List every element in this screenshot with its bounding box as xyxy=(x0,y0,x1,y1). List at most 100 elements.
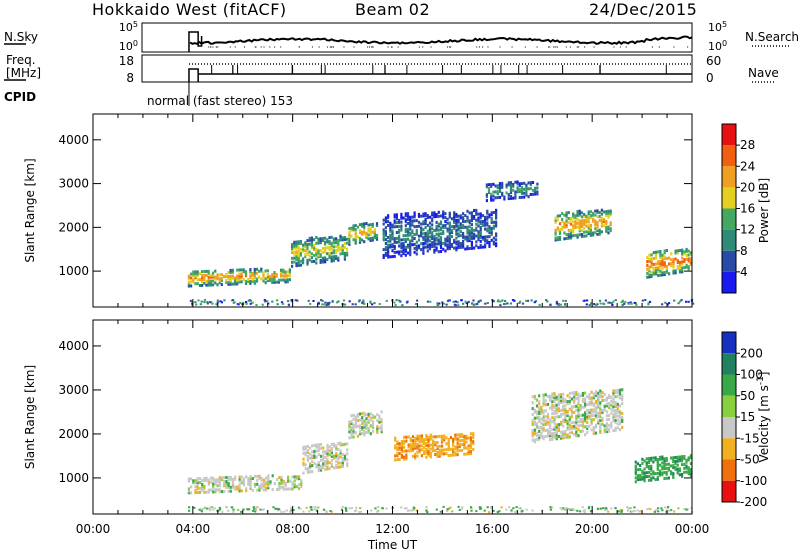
echo-cell xyxy=(319,241,322,245)
echo-cell xyxy=(569,236,573,240)
echo-cell xyxy=(398,228,401,232)
echo-cell xyxy=(588,416,591,420)
echo-cell xyxy=(470,215,473,219)
echo-cell xyxy=(561,225,564,229)
echo-cell xyxy=(562,398,565,402)
echo-cell xyxy=(426,235,429,239)
echo-cell xyxy=(562,408,565,412)
echo-cell xyxy=(437,250,440,254)
echo-cell xyxy=(214,269,217,273)
echo-cell xyxy=(607,213,610,217)
echo-cell xyxy=(406,227,410,231)
echo-cell xyxy=(618,388,622,392)
ground-scatter-cell xyxy=(467,300,470,303)
echo-cell xyxy=(586,430,589,434)
echo-cell xyxy=(681,266,684,270)
echo-cell xyxy=(435,226,438,230)
echo-cell xyxy=(376,429,379,432)
echo-cell xyxy=(393,215,396,219)
echo-cell xyxy=(416,450,419,454)
echo-cell xyxy=(220,273,223,277)
echo-cell xyxy=(278,483,281,487)
echo-cell xyxy=(409,253,412,257)
echo-cell xyxy=(422,236,425,240)
echo-cell xyxy=(394,438,397,442)
echo-cell xyxy=(546,432,550,436)
echo-cell xyxy=(371,224,374,228)
echo-cell xyxy=(306,247,309,250)
echo-cell xyxy=(343,253,346,257)
echo-cell xyxy=(468,219,471,223)
echo-cell xyxy=(367,426,370,430)
echo-cell xyxy=(414,436,417,440)
echo-cell xyxy=(479,236,482,239)
echo-cell xyxy=(422,242,425,245)
echo-cell xyxy=(540,407,543,411)
echo-cell xyxy=(533,394,536,398)
echo-cell xyxy=(538,402,541,406)
echo-cell xyxy=(495,208,498,212)
echo-cell xyxy=(404,224,407,228)
echo-cell xyxy=(400,442,403,445)
echo-cell xyxy=(337,455,340,459)
echo-cell xyxy=(609,209,612,213)
echo-cell xyxy=(207,271,210,275)
echo-cell xyxy=(238,276,241,280)
echo-cell xyxy=(319,255,322,258)
echo-cell xyxy=(609,223,612,227)
echo-cell xyxy=(433,213,436,217)
echo-cell xyxy=(462,241,465,245)
echo-cell xyxy=(592,392,595,396)
echo-cell xyxy=(196,487,199,490)
echo-cell xyxy=(575,408,578,412)
echo-cell xyxy=(335,251,338,254)
echo-cell xyxy=(556,214,559,218)
echo-cell xyxy=(337,240,340,244)
echo-cell xyxy=(352,425,355,429)
echo-cell xyxy=(487,191,491,194)
echo-cell xyxy=(214,275,217,279)
echo-cell xyxy=(255,271,259,275)
echo-cell xyxy=(387,220,390,224)
echo-cell xyxy=(585,218,588,222)
ground-scatter-cell xyxy=(350,507,353,510)
echo-cell xyxy=(203,277,206,281)
echo-cell xyxy=(600,216,603,220)
echo-cell xyxy=(544,429,547,432)
cpid-text: normal (fast stereo) 153 xyxy=(147,94,294,108)
echo-cell xyxy=(322,464,325,468)
echo-cell xyxy=(310,260,313,264)
ground-scatter-cell xyxy=(557,304,560,307)
ground-scatter-cell xyxy=(331,300,334,302)
colorbar-tick-label: 100 xyxy=(740,368,763,382)
echo-cell xyxy=(496,192,499,196)
echo-cell xyxy=(641,469,644,473)
echo-cell xyxy=(672,271,675,275)
echo-cell xyxy=(405,449,408,453)
echo-cell xyxy=(418,438,421,442)
echo-cell xyxy=(428,235,432,239)
echo-cell xyxy=(420,448,423,452)
ground-scatter-cell xyxy=(245,302,248,305)
ground-scatter-cell xyxy=(465,302,468,305)
echo-cell xyxy=(575,414,578,418)
echo-cell xyxy=(533,440,536,444)
echo-cell xyxy=(330,245,333,249)
echo-cell xyxy=(562,436,565,440)
echo-cell xyxy=(242,479,246,483)
ground-scatter-cell xyxy=(405,507,408,510)
echo-cell xyxy=(280,485,283,489)
echo-cell xyxy=(291,249,294,252)
ground-scatter-cell xyxy=(341,505,344,508)
ground-scatter-cell xyxy=(203,506,207,509)
echo-cell xyxy=(424,239,427,243)
echo-cell xyxy=(472,442,475,445)
echo-cell xyxy=(446,221,449,225)
echo-cell xyxy=(196,270,199,274)
echo-cell xyxy=(354,237,357,241)
ground-scatter-cell xyxy=(426,511,429,514)
echo-cell xyxy=(581,399,584,403)
ground-scatter-cell xyxy=(189,299,192,302)
echo-cell xyxy=(196,278,199,282)
echo-cell xyxy=(330,449,333,452)
